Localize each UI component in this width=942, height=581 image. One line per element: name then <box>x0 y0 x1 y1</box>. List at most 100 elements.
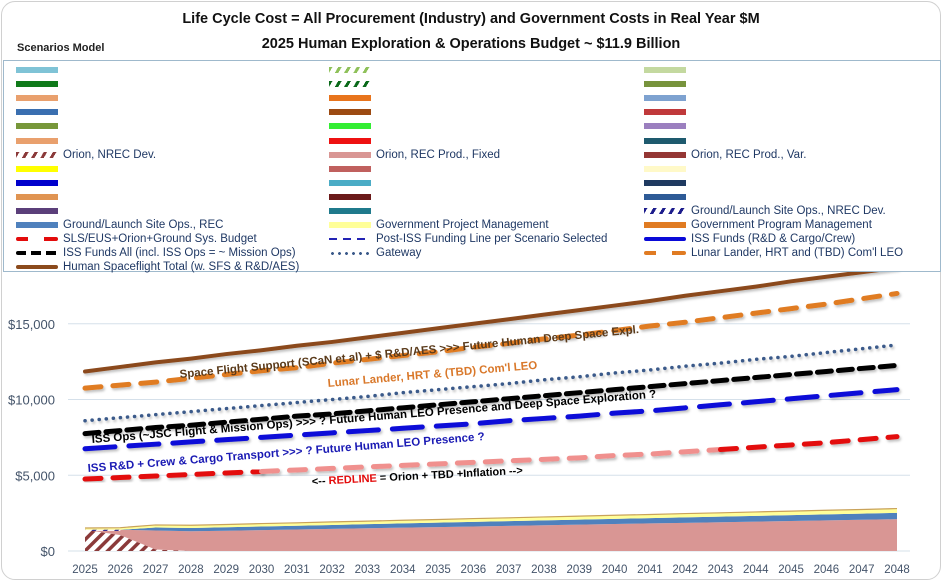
y-tick-label: $0 <box>41 544 55 559</box>
legend-item <box>329 91 371 105</box>
annotation-text: Lunar Lander, HRT & (TBD) Com'l LEO <box>327 360 538 390</box>
annotations: Space Flight Support (SCaN et al) + $ R&… <box>87 324 656 488</box>
redline-suffix: = Orion + TBD +Inflation --> <box>377 465 524 485</box>
x-tick-label: 2037 <box>496 564 522 576</box>
x-tick-label: 2040 <box>602 564 628 576</box>
legend-item: ISS Funds All (incl. ISS Ops = ~ Mission… <box>16 246 296 260</box>
legend-item <box>644 134 686 148</box>
x-tick-label: 2044 <box>743 564 769 576</box>
legend-item: Post-ISS Funding Line per Scenario Selec… <box>329 232 607 246</box>
legend-item <box>16 190 58 204</box>
legend-swatch <box>329 119 371 133</box>
legend-item <box>16 63 58 77</box>
legend-swatch <box>329 176 371 190</box>
legend-swatch <box>16 91 58 105</box>
legend-swatch <box>644 119 686 133</box>
legend-item: Orion, REC Prod., Fixed <box>329 148 500 162</box>
x-tick-label: 2030 <box>249 564 275 576</box>
stack-top-outline <box>84 507 898 529</box>
legend-label: Post-ISS Funding Line per Scenario Selec… <box>376 233 608 246</box>
legend-swatch <box>644 246 686 260</box>
legend-item <box>16 134 58 148</box>
legend-swatch <box>329 91 371 105</box>
legend-swatch <box>644 63 686 77</box>
legend-swatch <box>16 218 58 232</box>
legend-item: Orion, NREC Dev. <box>16 148 156 162</box>
x-tick-label: 2031 <box>284 564 310 576</box>
legend-item: Gateway <box>329 246 421 260</box>
x-tick-label: 2029 <box>213 564 239 576</box>
series-lunar-lander-hrt-and-tbd-com-l-leo <box>82 290 900 391</box>
legend-item <box>16 162 58 176</box>
legend-label: Government Program Management <box>691 219 872 232</box>
y-tick-label: $10,000 <box>8 393 55 408</box>
legend-label: SLS/EUS+Orion+Ground Sys. Budget <box>63 233 257 246</box>
x-tick-label: 2047 <box>849 564 875 576</box>
x-tick-label: 2041 <box>637 564 663 576</box>
legend-item <box>644 162 686 176</box>
legend-swatch <box>16 246 58 260</box>
legend-swatch <box>644 176 686 190</box>
legend-item: SLS/EUS+Orion+Ground Sys. Budget <box>16 232 257 246</box>
series-human-spaceflight-total-w-sfs-r-d-aes- <box>83 265 899 374</box>
legend-swatch <box>16 162 58 176</box>
legend-swatch <box>329 218 371 232</box>
legend: Orion, NREC Dev. Ground/Launch Site Ops.,… <box>3 60 941 274</box>
x-tick-label: 2028 <box>178 564 204 576</box>
legend-item <box>644 190 686 204</box>
series-iss-funds-all-incl-iss-ops-mission-ops- <box>82 362 900 437</box>
series-sls-eus-orion-ground-sys-budget <box>82 468 265 482</box>
legend-swatch <box>16 190 58 204</box>
legend-label: Government Project Management <box>376 219 549 232</box>
legend-swatch <box>16 232 58 246</box>
legend-swatch <box>329 105 371 119</box>
legend-item <box>644 63 686 77</box>
legend-item <box>329 119 371 133</box>
stacked-areas <box>84 507 898 551</box>
legend-swatch <box>16 63 58 77</box>
legend-swatch <box>16 134 58 148</box>
legend-item: Lunar Lander, HRT and (TBD) Com'l LEO <box>644 246 903 260</box>
legend-label: ISS Funds (R&D & Cargo/Crew) <box>691 233 856 246</box>
legend-item <box>329 63 371 77</box>
legend-swatch <box>16 119 58 133</box>
legend-item <box>329 176 371 190</box>
legend-item <box>329 190 371 204</box>
legend-label: Orion, NREC Dev. <box>63 148 157 161</box>
legend-item <box>329 105 371 119</box>
x-tick-label: 2027 <box>143 564 169 576</box>
x-tick-label: 2043 <box>708 564 734 576</box>
redline-prefix: <-- <box>312 475 329 488</box>
legend-item <box>16 105 58 119</box>
chart-subtitle: 2025 Human Exploration & Operations Budg… <box>261 36 681 52</box>
legend-swatch <box>329 246 371 260</box>
series-lines <box>82 265 900 553</box>
legend-swatch <box>329 190 371 204</box>
legend-swatch <box>16 105 58 119</box>
legend-item: Ground/Launch Site Ops., NREC Dev. <box>644 204 886 218</box>
legend-swatch <box>329 77 371 91</box>
x-tick-label: 2048 <box>884 564 910 576</box>
legend-label: ISS Funds All (incl. ISS Ops = ~ Mission… <box>63 247 296 260</box>
area-ground-launch-site-ops-nrec-dev <box>85 529 121 531</box>
series-iss-funds-r-d-cargo-crew- <box>82 387 900 452</box>
legend-label: Lunar Lander, HRT and (TBD) Com'l LEO <box>691 247 904 260</box>
x-tick-label: 2035 <box>425 564 451 576</box>
legend-item: Orion, REC Prod., Var. <box>644 148 806 162</box>
legend-item <box>16 91 58 105</box>
x-tick-label: 2036 <box>461 564 487 576</box>
legend-swatch <box>329 232 371 246</box>
y-tick-label: $15,000 <box>8 317 55 332</box>
legend-swatch <box>329 162 371 176</box>
x-tick-label: 2039 <box>566 564 592 576</box>
legend-item <box>16 176 58 190</box>
x-tick-label: 2032 <box>319 564 345 576</box>
legend-label: Human Spaceflight Total (w. SFS & R&D/AE… <box>63 261 300 274</box>
legend-item <box>16 119 58 133</box>
x-tick-label: 2033 <box>355 564 381 576</box>
legend-swatch <box>644 91 686 105</box>
legend-label: Ground/Launch Site Ops., NREC Dev. <box>691 205 886 217</box>
legend-swatch <box>644 232 686 246</box>
area-government-project-management <box>85 508 897 530</box>
